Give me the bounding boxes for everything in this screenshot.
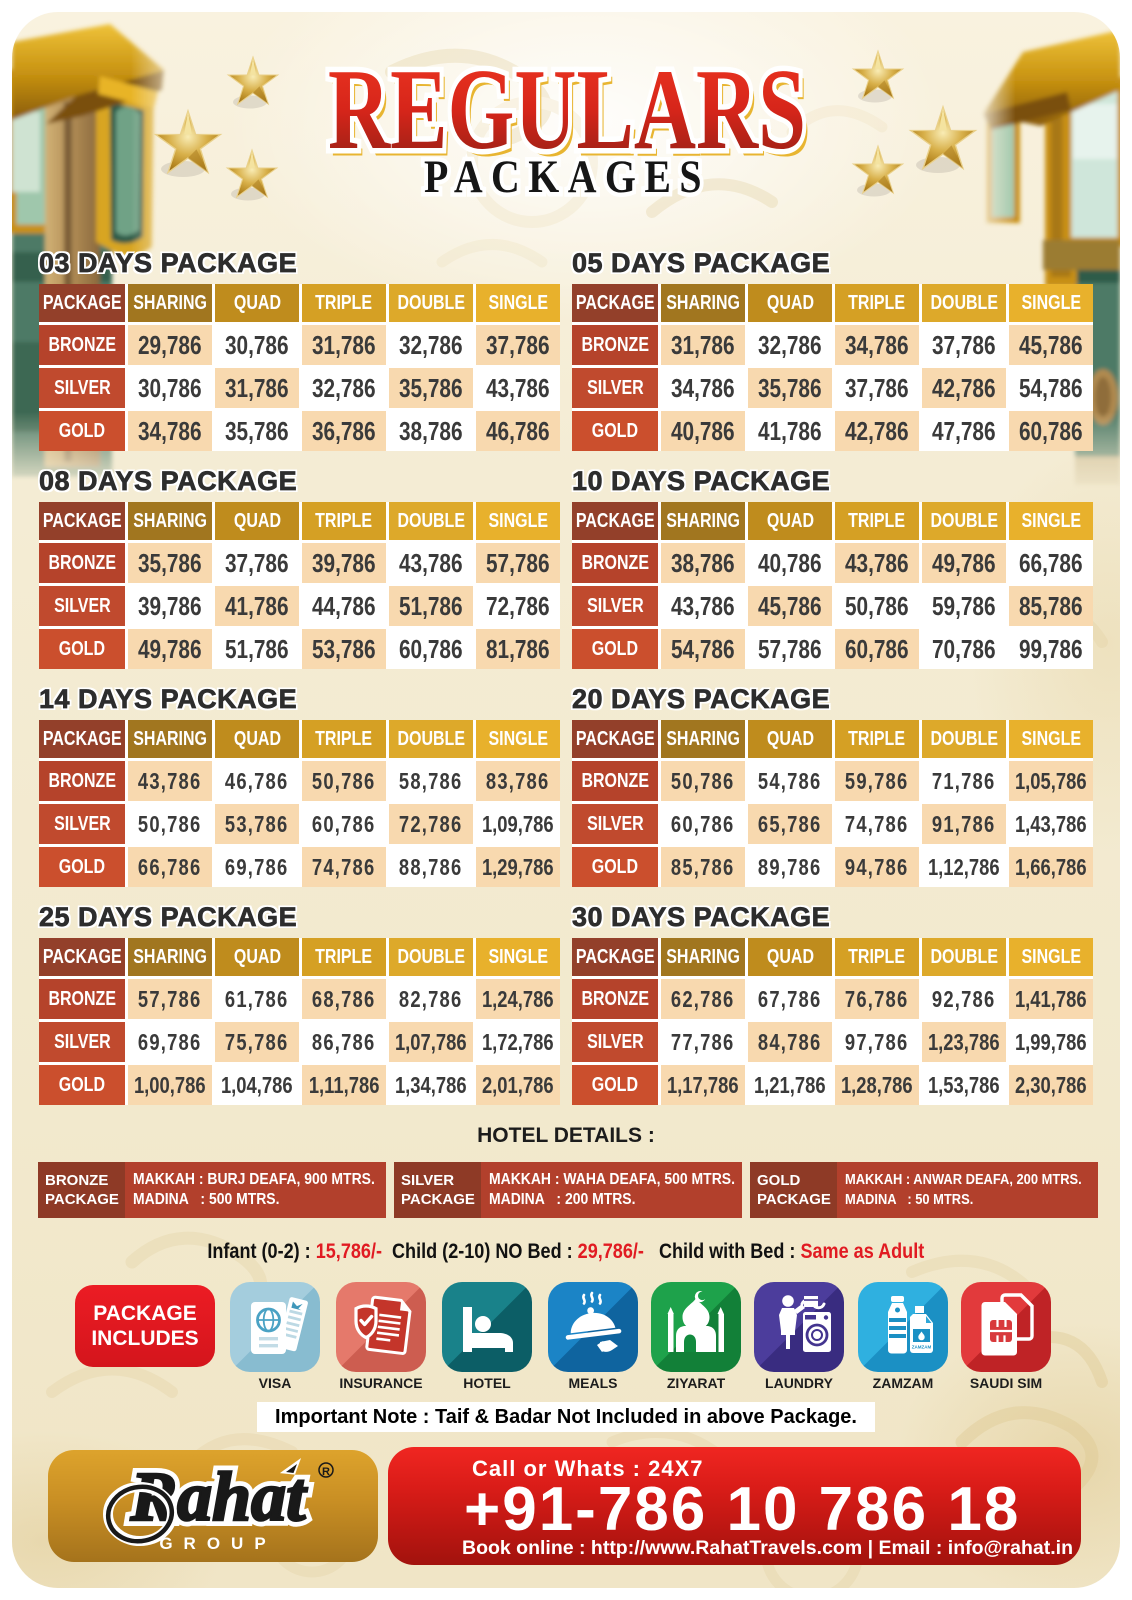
svg-text:REGULARS: REGULARS [328,52,806,174]
svg-text:PACKAGES: PACKAGES [424,151,710,203]
svg-text:PACKAGES: PACKAGES [424,151,710,203]
svg-text:REGULARS: REGULARS [328,52,806,174]
svg-text:REGULARS: REGULARS [332,52,810,180]
svg-text:Rahat: Rahat [129,1459,308,1536]
svg-text:GROUP: GROUP [159,1534,276,1553]
svg-text:Rahat: Rahat [129,1459,308,1536]
svg-text:R: R [322,1466,330,1478]
svg-text:ZAMZAM: ZAMZAM [912,1345,932,1350]
